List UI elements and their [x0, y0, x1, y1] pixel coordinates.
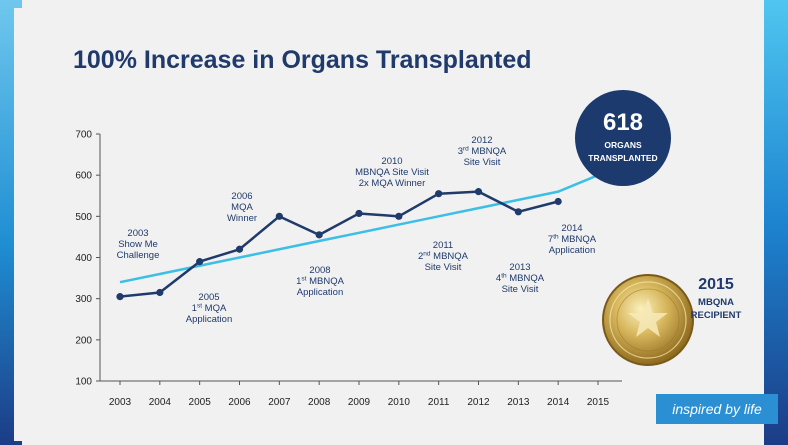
badge-value: 618	[603, 109, 643, 136]
data-point	[275, 212, 283, 220]
x-tick-label: 2006	[228, 397, 251, 408]
award-medal-icon	[602, 274, 694, 366]
annotation-suffix: st	[197, 303, 202, 310]
award-line2: RECIPIENT	[691, 310, 742, 321]
x-tick-label: 2009	[348, 397, 371, 408]
annotation-number: 4	[496, 273, 501, 284]
x-tick-label: 2003	[109, 397, 132, 408]
series-line	[119, 190, 559, 298]
annotation-line: Application	[549, 245, 595, 256]
data-point	[395, 212, 403, 220]
annotation-number: 3	[458, 146, 463, 157]
annotation-line: Show Me	[118, 239, 158, 250]
x-tick-label: 2007	[268, 397, 291, 408]
x-tick-label: 2010	[388, 397, 411, 408]
annotation-line: 2011	[433, 240, 453, 251]
annotation-line: 2013	[509, 262, 530, 273]
data-point	[474, 188, 483, 196]
annotation-number: 7	[548, 234, 553, 245]
annotation-line: 2003	[127, 228, 148, 239]
annotation-line: Application	[297, 287, 343, 298]
annotation-suffix: th	[501, 273, 507, 280]
x-tick-label: 2014	[547, 397, 570, 408]
annotation-line: 2014	[561, 223, 582, 234]
y-tick-label: 200	[75, 335, 92, 346]
data-point	[156, 288, 164, 297]
award-line1: MBQNA	[698, 297, 734, 308]
y-tick-label: 400	[75, 253, 92, 264]
annotation-rest: MBNQA	[431, 251, 469, 262]
x-tick-label: 2012	[467, 397, 490, 408]
y-tick-label: 300	[75, 294, 92, 305]
data-point	[435, 190, 443, 198]
annotation-line: Site Visit	[502, 284, 539, 295]
annotation-line: Site Visit	[464, 157, 501, 168]
y-tick-label: 500	[75, 212, 92, 223]
tagline-text: inspired by life	[672, 401, 762, 417]
x-tick-label: 2004	[149, 397, 172, 408]
annotation-line: Site Visit	[425, 262, 462, 273]
annotation-line: 2nd MBNQA	[418, 251, 469, 263]
trend-line	[119, 174, 599, 284]
x-tick-label: 2015	[587, 397, 610, 408]
y-tick-label: 600	[75, 171, 92, 182]
chart-tick-labels: 100 200 300 400 500 600 700 2003 2004 2005 2006 200…	[75, 130, 609, 409]
annotation-line: 2x MQA Winner	[359, 178, 426, 189]
annotation-line: 3rd MBNQA	[458, 146, 507, 158]
chart-lines	[116, 174, 599, 301]
annotation-line: 2010	[381, 156, 402, 167]
annotation-rest: MBNQA	[306, 276, 344, 287]
annotation-line: 1st MBNQA	[296, 276, 344, 288]
data-point	[235, 245, 244, 253]
content-panel	[14, 8, 764, 441]
annotation-rest: MBNQA	[507, 273, 545, 284]
award-year: 2015	[698, 276, 734, 293]
right-band	[764, 0, 788, 445]
annotation-suffix: th	[553, 234, 559, 241]
annotation-line: MQA	[231, 202, 253, 213]
annotation-rest: MQA	[202, 303, 227, 314]
x-tick-label: 2013	[507, 397, 530, 408]
annotation-line: 1st MQA	[192, 303, 227, 315]
annotation-rest: MBNQA	[559, 234, 597, 245]
annotation-line: Challenge	[117, 250, 160, 261]
annotation-suffix: nd	[423, 251, 431, 258]
data-point	[514, 208, 522, 216]
annotation-suffix: st	[301, 276, 306, 283]
annotation-number: 1	[192, 303, 197, 314]
x-tick-label: 2011	[428, 397, 450, 408]
annotation-line: MBNQA Site Visit	[355, 167, 429, 178]
award-text: 2015 MBQNA RECIPIENT	[691, 276, 742, 321]
annotation-line: Application	[186, 314, 232, 325]
annotation-rest: MBNQA	[469, 146, 507, 157]
slide-title: 100% Increase in Organs Transplanted	[73, 46, 532, 74]
badge-line2: TRANSPLANTED	[588, 153, 657, 163]
data-point	[554, 197, 562, 206]
tagline-banner: inspired by life	[656, 394, 778, 424]
annotation-number: 2	[418, 251, 423, 262]
y-tick-label: 100	[75, 377, 92, 388]
x-tick-label: 2005	[189, 397, 212, 408]
annotation-line: 4th MBNQA	[496, 273, 545, 285]
data-point	[196, 258, 204, 266]
badge-line1: ORGANS	[604, 140, 642, 150]
annotation-suffix: rd	[463, 146, 469, 153]
annotation-line: 2005	[198, 292, 219, 303]
annotation-line: 2006	[231, 191, 252, 202]
chart-axes	[96, 133, 622, 385]
annotation-line: 7th MBNQA	[548, 234, 597, 246]
data-point	[315, 231, 323, 239]
x-tick-label: 2008	[308, 397, 331, 408]
annotation-line: 2008	[309, 265, 330, 276]
y-tick-label: 700	[75, 130, 92, 141]
annotation-number: 1	[296, 276, 301, 287]
data-point	[355, 209, 363, 218]
data-point	[116, 293, 124, 301]
annotation-line: 2012	[471, 135, 492, 146]
annotation-line: Winner	[227, 213, 257, 224]
organs-badge: 618 ORGANS TRANSPLANTED	[575, 90, 671, 186]
